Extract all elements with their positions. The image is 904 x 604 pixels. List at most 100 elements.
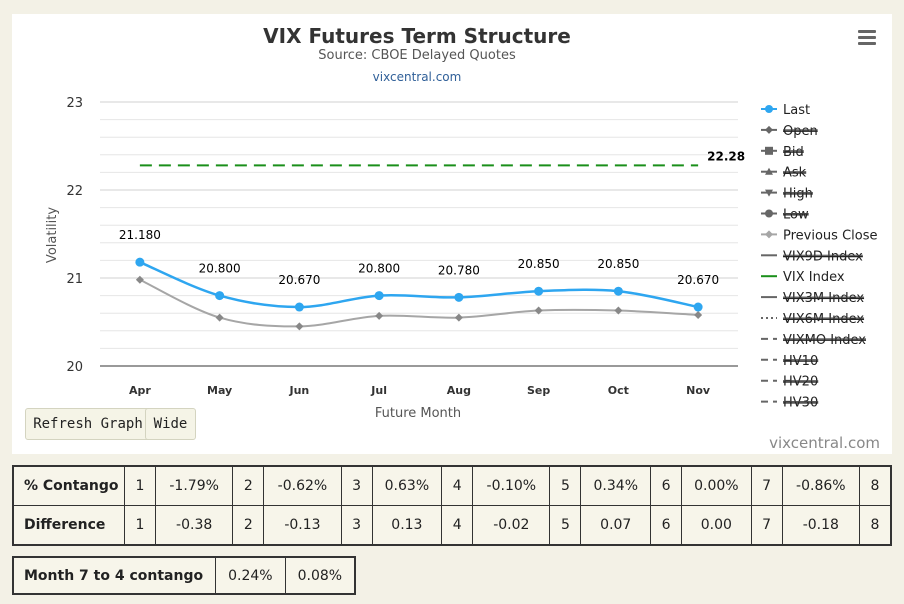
- contango-value: 0.13: [371, 505, 443, 546]
- legend-item-label[interactable]: VIXMO Index: [783, 333, 866, 348]
- previous-close-point: [694, 310, 703, 319]
- wide-button[interactable]: Wide: [145, 408, 196, 440]
- legend-marker: [765, 189, 773, 197]
- legend-marker: [765, 146, 773, 155]
- contango-value: 0.63%: [371, 465, 443, 506]
- month-number: 3: [340, 505, 373, 546]
- y-axis-title: Volatility: [45, 207, 60, 263]
- contango-value: 0.00: [681, 505, 752, 546]
- month-number: 5: [549, 465, 582, 506]
- last-point: [613, 286, 623, 296]
- legend-item-label[interactable]: Bid: [783, 145, 804, 160]
- y-tick-label: 21: [66, 272, 83, 287]
- month7-4-value: 0.08%: [284, 556, 356, 595]
- month-number: 1: [124, 465, 156, 506]
- chart-subtitle: Source: CBOE Delayed Quotes: [318, 48, 516, 63]
- contango-value: 0.00%: [681, 465, 752, 506]
- grid-lines: [100, 101, 738, 367]
- previous-close-line: [139, 278, 699, 328]
- month-number: 4: [441, 465, 474, 506]
- previous-close-point: [295, 322, 304, 331]
- legend-marker: [765, 167, 773, 175]
- legend-item-label[interactable]: VIX3M Index: [783, 291, 864, 306]
- legend-item-label[interactable]: Ask: [783, 166, 807, 181]
- previous-close-point: [534, 306, 543, 315]
- contango-value: -0.86%: [781, 465, 861, 506]
- last-data-label: 20.670: [278, 273, 320, 287]
- y-tick-label: 20: [66, 360, 83, 375]
- contango-value: -0.13: [263, 505, 342, 546]
- contango-value: -1.79%: [154, 465, 234, 506]
- legend-item-label[interactable]: HV30: [783, 396, 818, 411]
- last-point: [454, 292, 464, 302]
- legend-item-label[interactable]: Open: [783, 124, 818, 139]
- legend-item-label[interactable]: VIX6M Index: [783, 312, 864, 327]
- last-point: [294, 302, 304, 312]
- last-data-label: 20.800: [358, 262, 400, 276]
- x-tick-label: Nov: [686, 384, 711, 397]
- chart-container: VIX Futures Term Structure Source: CBOE …: [12, 14, 892, 454]
- month-number: 8: [859, 505, 892, 546]
- month-number: 7: [750, 465, 783, 506]
- previous-close-point: [375, 311, 384, 320]
- last-point: [215, 291, 225, 301]
- x-tick-label: Jun: [288, 384, 309, 397]
- month-number: 2: [232, 505, 265, 546]
- month7-4-value: 0.24%: [215, 556, 286, 595]
- legend-item-label[interactable]: High: [783, 187, 813, 202]
- x-tick-label: Apr: [129, 384, 151, 397]
- legend-marker: [765, 105, 773, 113]
- refresh-graph-button[interactable]: Refresh Graph: [25, 408, 151, 440]
- contango-value: -0.62%: [263, 465, 342, 506]
- legend-item-label[interactable]: Last: [783, 103, 810, 118]
- chart-svg: VIX Futures Term Structure Source: CBOE …: [45, 24, 878, 421]
- contango-row: Difference 1 -0.38 2 -0.13 3 0.13 4 -0.02 5 0.07 6 0…: [12, 505, 892, 546]
- row-header: Difference: [12, 505, 125, 546]
- contango-value: 0.07: [580, 505, 652, 546]
- legend-item-label[interactable]: HV10: [783, 354, 818, 369]
- month7-4-contango-table: Month 7 to 4 contango 0.24% 0.08%: [12, 556, 357, 595]
- last-data-label: 20.670: [677, 273, 719, 287]
- chart-source-link[interactable]: vixcentral.com: [373, 70, 462, 84]
- month-number: 1: [124, 505, 156, 546]
- legend-item-label[interactable]: VIX Index: [783, 270, 845, 285]
- x-tick-label: Aug: [447, 384, 471, 397]
- x-axis-ticks: Apr May Jun Jul Aug Sep Oct Nov: [129, 384, 711, 397]
- last-point: [693, 302, 703, 312]
- y-tick-label: 22: [66, 184, 83, 199]
- last-point: [374, 291, 384, 301]
- previous-close-point: [215, 313, 224, 322]
- y-tick-label: 23: [66, 96, 83, 111]
- legend-item-label[interactable]: HV20: [783, 375, 818, 390]
- legend-item-label[interactable]: Previous Close: [783, 228, 878, 243]
- legend-item-label[interactable]: Low: [783, 208, 809, 223]
- legend: Last Open Bid Ask High Low Previous Close VIX9D…: [761, 103, 878, 411]
- x-tick-label: Sep: [527, 384, 550, 397]
- month-number: 4: [441, 505, 474, 546]
- last-point: [534, 286, 544, 296]
- month-number: 8: [859, 465, 892, 506]
- previous-close-point: [614, 306, 623, 315]
- month-number: 6: [650, 465, 683, 506]
- vix-index-label: 22.28: [707, 149, 745, 163]
- contango-value: -0.02: [472, 505, 551, 546]
- month-number: 2: [232, 465, 265, 506]
- month-number: 5: [549, 505, 582, 546]
- month-number: 7: [750, 505, 783, 546]
- previous-close-point: [454, 313, 463, 322]
- last-data-label: 20.850: [518, 257, 560, 271]
- x-axis-title: Future Month: [375, 406, 461, 421]
- contango-value: -0.38: [154, 505, 234, 546]
- legend-item-label[interactable]: VIX9D Index: [783, 249, 863, 264]
- last-data-label: 21.180: [119, 228, 161, 242]
- legend-marker: [765, 209, 773, 218]
- contango-row: % Contango 1 -1.79% 2 -0.62% 3 0.63% 4 -0.10% 5 0.…: [12, 465, 892, 506]
- previous-close-point: [135, 275, 144, 284]
- x-tick-label: May: [207, 384, 232, 397]
- last-data-label: 20.780: [438, 263, 480, 277]
- month-number: 3: [340, 465, 373, 506]
- hamburger-menu-icon[interactable]: [857, 30, 877, 46]
- contango-table: % Contango 1 -1.79% 2 -0.62% 3 0.63% 4 -0.10% 5 0.…: [12, 465, 892, 546]
- month-number: 6: [650, 505, 683, 546]
- legend-marker: [765, 125, 773, 134]
